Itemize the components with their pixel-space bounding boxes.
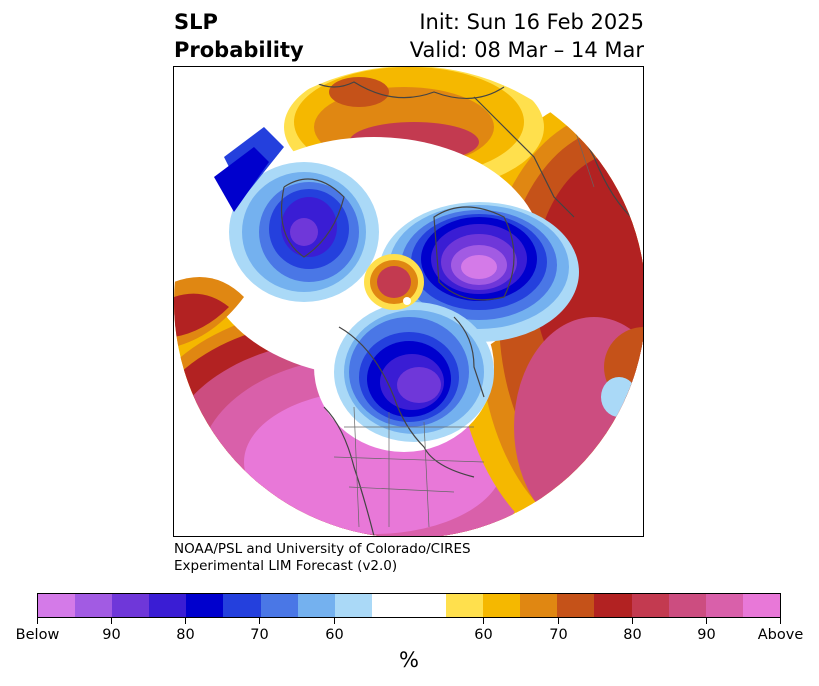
- colorbar-tick: [111, 618, 112, 624]
- valid-range: Valid: 08 Mar – 14 Mar: [409, 38, 644, 62]
- colorbar-swatch: [223, 594, 261, 617]
- colorbar-swatch: [557, 594, 595, 617]
- borders: [333, 126, 635, 528]
- colorbar-swatch: [38, 594, 76, 617]
- colorbar-swatch: [149, 594, 187, 617]
- canada-low-core: [397, 367, 441, 403]
- credit-line-2: Experimental LIM Forecast (v2.0): [174, 558, 398, 574]
- colorbar-tick-label: 80: [176, 627, 195, 643]
- colorbar: [37, 593, 781, 618]
- variable-label: SLP: [174, 10, 218, 34]
- credit-line-1: NOAA/PSL and University of Colorado/CIRE…: [174, 541, 471, 557]
- colorbar-swatch: [668, 594, 706, 617]
- colorbar-tick-label: 90: [102, 627, 121, 643]
- colorbar-tick-label: 60: [474, 627, 493, 643]
- colorbar-swatch: [742, 594, 780, 617]
- colorbar-swatch: [260, 594, 298, 617]
- colorbar-tick: [558, 618, 559, 624]
- siberia-low-core: [290, 218, 318, 246]
- colorbar-swatch: [75, 594, 113, 617]
- colorbar-tick: [632, 618, 633, 624]
- colorbar-unit: %: [399, 648, 419, 672]
- colorbar-tick-label: 60: [325, 627, 344, 643]
- map-title-right: Init: Sun 16 Feb 2025 Valid: 08 Mar – 14…: [410, 8, 644, 64]
- colorbar-tick: [483, 618, 484, 624]
- colorbar-tick: [37, 618, 38, 624]
- colorbar-tick-label: Below: [15, 627, 60, 643]
- colorbar-tick-label: 80: [623, 627, 642, 643]
- colorbar-swatch: [371, 594, 409, 617]
- colorbar-swatch: [297, 594, 335, 617]
- colorbar-swatch: [408, 594, 447, 617]
- colorbar-tick: [259, 618, 260, 624]
- map-title-left: SLP Probability: [174, 8, 304, 64]
- init-date: Init: Sun 16 Feb 2025: [419, 10, 644, 34]
- polar-map-graphic: [174, 67, 643, 536]
- colorbar-tick-label: Above: [757, 627, 804, 643]
- colorbar-tick-label: 70: [549, 627, 568, 643]
- colorbar-tick: [780, 618, 781, 624]
- colorbar-swatch: [446, 594, 484, 617]
- colorbar-swatch: [705, 594, 743, 617]
- colorbar-swatch: [594, 594, 632, 617]
- product-label: Probability: [174, 38, 304, 62]
- colorbar-swatch: [631, 594, 669, 617]
- colorbar-tick-label: 70: [250, 627, 269, 643]
- colorbar-tick-label: 90: [697, 627, 716, 643]
- polar-map: [173, 66, 644, 537]
- polar-high-core: [377, 266, 411, 298]
- colorbar-swatch: [186, 594, 224, 617]
- colorbar-swatch: [112, 594, 150, 617]
- credit-text: NOAA/PSL and University of Colorado/CIRE…: [174, 541, 471, 575]
- colorbar-swatch: [334, 594, 372, 617]
- colorbar-swatch: [520, 594, 558, 617]
- greenland-low-core: [461, 255, 497, 279]
- colorbar-tick: [185, 618, 186, 624]
- colorbar-tick: [706, 618, 707, 624]
- colorbar-swatch: [483, 594, 521, 617]
- colorbar-tick: [334, 618, 335, 624]
